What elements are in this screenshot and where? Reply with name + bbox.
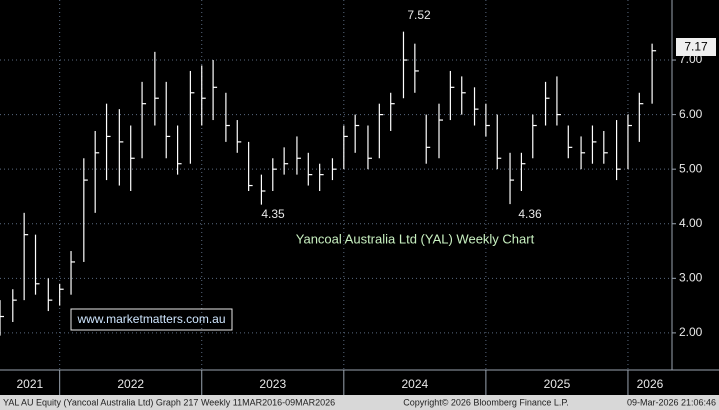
url-box xyxy=(70,308,233,331)
annotation: 4.36 xyxy=(518,207,542,221)
x-tick-label: 2026 xyxy=(637,377,664,391)
y-tick-label: 6.00 xyxy=(679,107,703,121)
x-tick-label: 2023 xyxy=(259,377,286,391)
footer-text: Copyright© 2026 Bloomberg Finance L.P. xyxy=(403,397,569,407)
y-tick-label: 5.00 xyxy=(679,161,703,175)
y-tick-label: 4.00 xyxy=(679,216,703,230)
last-price-box xyxy=(676,38,716,56)
annotation: 7.52 xyxy=(407,8,431,22)
price-bars xyxy=(0,31,657,336)
x-tick-label: 2021 xyxy=(16,377,43,391)
footer-text: YAL AU Equity (Yancoal Australia Ltd) Gr… xyxy=(3,397,335,407)
annotation: 4.35 xyxy=(261,207,285,221)
x-tick-label: 2022 xyxy=(117,377,144,391)
y-tick-label: 3.00 xyxy=(679,270,703,284)
x-tick-label: 2025 xyxy=(544,377,571,391)
footer xyxy=(0,395,719,410)
y-tick-label: 2.00 xyxy=(679,325,703,339)
footer-text: 09-Mar-2026 21:06:46 xyxy=(627,397,716,407)
x-tick-label: 2024 xyxy=(401,377,428,391)
url: www.marketmatters.com.au xyxy=(76,312,225,326)
last-price: 7.17 xyxy=(684,40,708,54)
chart-title: Yancoal Australia Ltd (YAL) Weekly Chart xyxy=(296,231,535,246)
grid xyxy=(0,0,672,370)
